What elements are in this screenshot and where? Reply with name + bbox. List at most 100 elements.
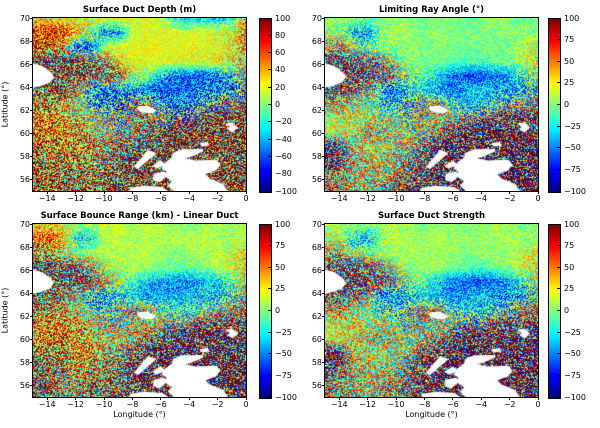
- panel-limiting-ray-angle: Limiting Ray Angle (°) −14 −12 −10 −8 −6 −4 −2…: [312, 5, 586, 203]
- colorbar-tick-label: −80: [275, 169, 292, 179]
- x-tick: [217, 397, 219, 400]
- colorbar-tick-label: 25: [564, 284, 575, 294]
- colorbar-tick-label: 100: [564, 13, 580, 23]
- colorbar-tick-label: −100: [564, 392, 586, 402]
- y-tick: [30, 40, 33, 42]
- colorbar-tick-label: 75: [275, 241, 286, 251]
- colorbar-tick: [268, 310, 271, 311]
- y-tick-label: 62: [19, 105, 30, 115]
- x-tick-label: −14: [38, 400, 56, 409]
- colorbar-tick-label: −100: [275, 392, 297, 402]
- x-tick: [160, 397, 162, 400]
- colorbar-tick-label: 40: [275, 65, 286, 75]
- x-tick: [245, 397, 247, 400]
- x-tick: [537, 191, 539, 194]
- colorbar-tick: [268, 121, 271, 123]
- y-tick: [322, 109, 325, 111]
- y-tick-label: 70: [311, 219, 322, 229]
- x-tick-label: −8: [418, 194, 431, 203]
- colorbar-tick-label: 50: [275, 262, 286, 272]
- colorbar-tick: [268, 69, 271, 71]
- colorbar-tick: [557, 310, 560, 311]
- colorbar-tick: [557, 288, 560, 290]
- panel-surface-duct-depth: Surface Duct Depth (m) Latitude (°) −14−…: [1, 5, 297, 203]
- y-tick: [30, 269, 33, 271]
- colorbar-tick-label: 0: [564, 100, 570, 109]
- colorbar-tick: [268, 173, 271, 175]
- panel-title: Surface Duct Depth (m): [82, 5, 197, 15]
- y-tick: [30, 246, 33, 248]
- panel-surface-bounce-range: Surface Bounce Range (km) - Linear Duct …: [1, 211, 297, 419]
- y-tick-label: 58: [311, 151, 322, 161]
- x-tick-label: −10: [387, 400, 405, 409]
- colorbar-tick: [268, 155, 271, 157]
- x-tick-label: −6: [446, 194, 459, 203]
- x-tick-label: −10: [95, 400, 113, 409]
- colorbar-tick-label: 50: [564, 262, 575, 272]
- colorbar-canvas: [259, 224, 272, 399]
- y-tick: [322, 86, 325, 88]
- x-tick: [46, 397, 48, 400]
- colorbar-tick: [557, 17, 560, 19]
- colorbar-tick-label: −25: [564, 327, 581, 337]
- x-tick-label: 0: [535, 400, 541, 409]
- y-tick-label: 56: [19, 174, 30, 184]
- y-tick: [322, 269, 325, 271]
- colorbar-tick-label: 100: [275, 13, 291, 23]
- x-tick: [338, 191, 340, 194]
- y-tick: [30, 132, 33, 134]
- colorbar-tick: [268, 52, 271, 54]
- colorbar-tick-label: 60: [275, 48, 286, 58]
- y-tick: [322, 63, 325, 65]
- x-tick-label: −4: [183, 194, 196, 203]
- colorbar-tick-label: −100: [275, 186, 297, 196]
- y-tick-label: 66: [19, 265, 30, 275]
- x-tick: [46, 191, 48, 194]
- colorbar-tick-label: 100: [275, 219, 291, 229]
- y-tick-label: 66: [311, 265, 322, 275]
- panel-title: Surface Bounce Range (km) - Linear Duct: [40, 211, 239, 221]
- y-tick: [322, 132, 325, 134]
- x-tick-label: −6: [154, 400, 167, 409]
- y-tick: [30, 223, 33, 225]
- x-tick: [103, 397, 105, 400]
- colorbar-tick: [268, 331, 271, 333]
- y-tick-label: 62: [19, 311, 30, 321]
- x-tick: [480, 191, 482, 194]
- colorbar-tick-label: 25: [275, 284, 286, 294]
- colorbar-tick: [268, 245, 271, 247]
- colorbar-tick-label: 20: [275, 82, 286, 92]
- x-tick-label: −12: [67, 194, 85, 203]
- x-tick: [537, 397, 539, 400]
- x-tick-label: −8: [126, 194, 139, 203]
- y-tick: [322, 292, 325, 294]
- x-tick: [452, 397, 454, 400]
- colorbar-tick: [557, 104, 560, 105]
- panel-title: Surface Duct Strength: [377, 211, 486, 221]
- x-tick-label: −4: [475, 400, 488, 409]
- colorbar-tick: [557, 353, 560, 355]
- colorbar-tick: [268, 104, 271, 105]
- colorbar-canvas: [548, 18, 561, 193]
- colorbar-tick: [268, 223, 271, 225]
- colorbar-tick: [557, 147, 560, 149]
- y-tick-label: 64: [19, 82, 30, 92]
- colorbar-tick-label: −20: [275, 117, 292, 127]
- x-tick: [395, 191, 397, 194]
- x-tick: [188, 191, 190, 194]
- x-axis-label: Longitude (°): [405, 410, 458, 419]
- colorbar-tick: [557, 266, 560, 268]
- colorbar-tick-label: −50: [275, 349, 292, 359]
- x-tick-label: −14: [330, 400, 348, 409]
- x-tick-label: −4: [475, 194, 488, 203]
- x-tick: [367, 397, 369, 400]
- colorbar-tick: [557, 374, 560, 376]
- y-tick-label: 66: [311, 59, 322, 69]
- y-tick-label: 64: [311, 288, 322, 298]
- colorbar-tick-label: −75: [275, 370, 292, 380]
- x-tick-label: 0: [243, 400, 249, 409]
- panel-surface-duct-strength: Surface Duct Strength Longitude (°) −14 −…: [312, 211, 586, 419]
- y-tick: [30, 315, 33, 317]
- colorbar-tick: [557, 396, 560, 398]
